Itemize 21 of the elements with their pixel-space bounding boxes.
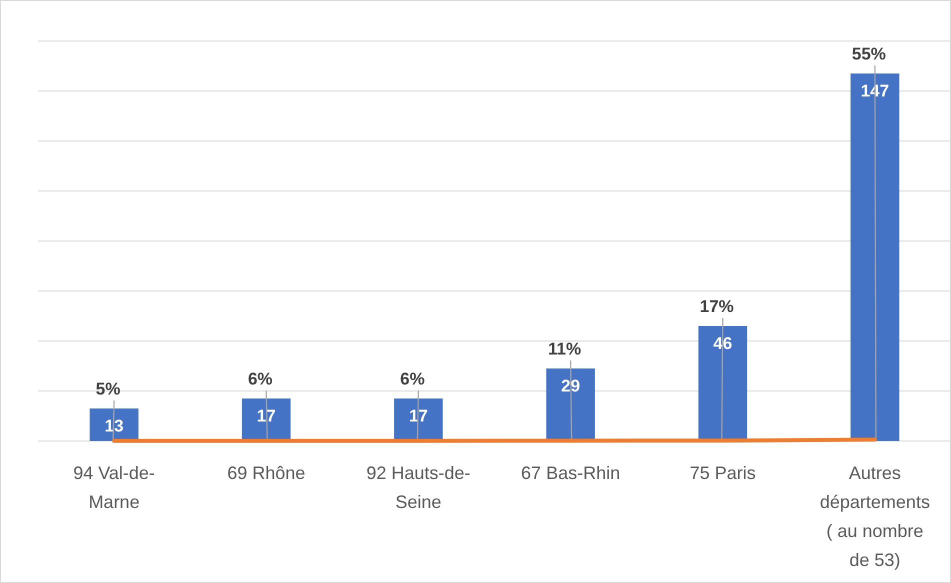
data-label: 6%	[400, 370, 425, 388]
x-tick-label: 69 Rhône	[227, 463, 306, 483]
data-label: 46	[713, 334, 732, 353]
data-label: 55%	[852, 44, 886, 64]
data-label: 17%	[700, 297, 734, 316]
x-tick-label: Autres départements ( au nombre de 53)	[820, 463, 930, 570]
data-label: 147	[860, 82, 890, 100]
bar	[698, 326, 748, 441]
data-label: 11%	[548, 340, 582, 358]
bar	[546, 368, 595, 441]
data-label: 6%	[248, 370, 273, 388]
x-tick-label: 94 Val-de-Marne	[73, 463, 155, 512]
x-tick-label: 67 Bas-Rhin	[521, 463, 620, 483]
data-label: 13	[104, 416, 124, 436]
data-label: 17	[256, 406, 276, 426]
data-label: 5%	[96, 380, 120, 398]
data-label: 29	[561, 376, 580, 396]
x-tick-label: 92 Hauts-de-Seine	[366, 463, 470, 512]
bar	[850, 74, 900, 441]
x-tick-label: 75 Paris	[690, 463, 756, 483]
data-label: 17	[408, 406, 428, 426]
